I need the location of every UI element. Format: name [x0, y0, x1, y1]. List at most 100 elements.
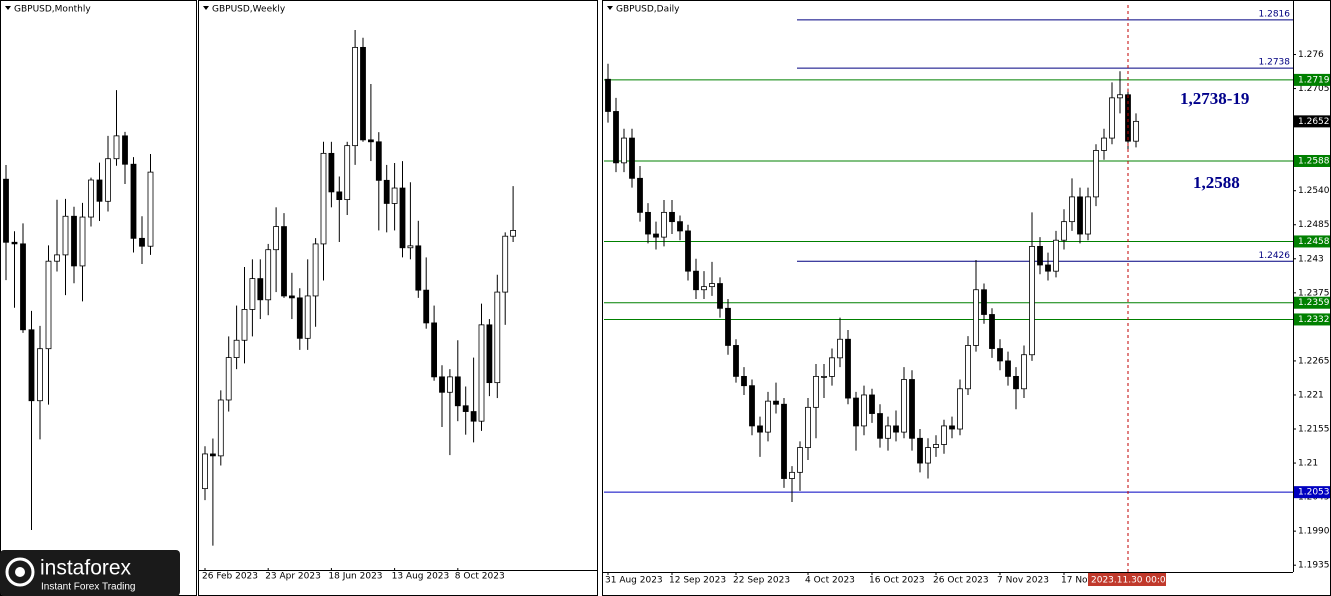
candle-body — [130, 163, 137, 239]
y-tick-label: 1.2485 — [1298, 220, 1330, 230]
y-tick-label: 1.2155 — [1298, 425, 1330, 435]
level-label: 1.2719 — [1298, 75, 1330, 85]
candle-body — [37, 348, 43, 402]
candle-body — [360, 46, 366, 141]
candle-body — [1077, 196, 1083, 235]
candle-body — [853, 397, 859, 427]
y-tick-label: 1.221 — [1298, 390, 1324, 400]
candle-body — [781, 403, 787, 479]
candle-body — [3, 178, 9, 243]
y-tick-label: 1.1990 — [1298, 527, 1330, 537]
candle-body — [113, 135, 120, 160]
labels: GBPUSD,Monthly 26 Feb 2023 23 Apr 2023 18 J… — [5, 5, 1330, 586]
candle-body — [462, 405, 469, 412]
title-marker — [203, 6, 209, 10]
candle-body — [209, 453, 216, 457]
candle-body — [1101, 137, 1107, 151]
candle-body — [789, 471, 795, 479]
candle-body — [989, 314, 995, 349]
candle-body — [805, 406, 811, 448]
candle-body — [105, 158, 111, 202]
candle-body — [288, 295, 295, 299]
level-label: 1.2588 — [1298, 156, 1330, 166]
logo-tagline: Instant Forex Trading — [41, 582, 136, 593]
current-price-label: 1.2652 — [1298, 117, 1330, 127]
x-tick-label: 16 Oct 2023 — [869, 576, 925, 586]
candle-body — [829, 357, 835, 377]
candle-body — [265, 249, 272, 301]
candle-body — [861, 394, 867, 427]
candle-body — [741, 375, 747, 387]
candle-body — [439, 376, 445, 393]
candle-body — [629, 137, 635, 179]
y-tick-label: 1.21 — [1298, 459, 1318, 469]
annotation: 1,2738-19 — [1180, 89, 1249, 108]
candle-body — [693, 270, 699, 291]
candle-body — [701, 286, 707, 291]
crosshair-label: 2023.11.30 00:00 — [1091, 576, 1172, 586]
candle-body — [328, 152, 335, 193]
candle-body — [797, 447, 803, 473]
candle-body — [139, 237, 145, 247]
chart-title: GBPUSD,Daily — [616, 5, 680, 15]
x-tick-label: 13 Aug 2023 — [392, 572, 450, 582]
candle-body — [391, 187, 398, 204]
candle-body — [28, 329, 35, 402]
candle-body — [621, 137, 627, 164]
level-label: 1.2738 — [1259, 58, 1291, 68]
candle-body — [837, 338, 843, 359]
candle-body — [645, 211, 651, 235]
candle-body — [344, 145, 351, 201]
candle-body — [225, 357, 232, 401]
candle-body — [147, 171, 154, 247]
candle-body — [1085, 196, 1091, 235]
daily-plot — [604, 5, 1293, 572]
level-label: 1.2426 — [1259, 251, 1291, 261]
daily-panel — [602, 0, 1331, 596]
candle-body — [423, 289, 430, 324]
candle-body — [613, 111, 619, 164]
candle-body — [821, 375, 827, 378]
candle-body — [79, 216, 86, 267]
candle-body — [383, 179, 390, 204]
level-label-box — [1294, 73, 1330, 86]
title-marker — [5, 6, 11, 10]
crosshair-label-box — [1088, 573, 1166, 586]
candle-body — [494, 291, 501, 384]
candle-body — [917, 437, 923, 464]
candle-body — [446, 376, 453, 393]
x-tick-label: 8 Oct 2023 — [455, 572, 505, 582]
candle-body — [96, 179, 103, 202]
y-tick-label: 1.276 — [1298, 50, 1324, 60]
candle-body — [685, 230, 691, 272]
y-tick-label: 1.1935 — [1298, 561, 1330, 571]
candle-body — [1133, 120, 1139, 142]
candle-body — [88, 179, 94, 218]
y-tick-label: 1.2265 — [1298, 356, 1330, 366]
candle-body — [877, 413, 883, 439]
candle-body — [733, 345, 739, 377]
candle-body — [925, 447, 931, 464]
x-tick-label: 23 Apr 2023 — [265, 572, 321, 582]
candle-body — [1045, 264, 1051, 272]
candle-body — [765, 400, 771, 433]
candle-body — [71, 215, 77, 267]
candle-body — [510, 230, 517, 237]
y-tick-label: 1.2375 — [1298, 288, 1330, 298]
level-label: 1.2053 — [1298, 488, 1330, 498]
candle-body — [941, 425, 947, 445]
candle-body — [1053, 239, 1059, 272]
candle-body — [885, 425, 891, 439]
candle-body — [1109, 97, 1115, 139]
candle-body — [813, 375, 819, 408]
candle-body — [62, 215, 69, 256]
logo: instaforex Instant Forex Trading — [0, 550, 180, 596]
candle-body — [661, 211, 667, 238]
candle-body — [1029, 246, 1035, 356]
logo-icon — [5, 557, 35, 587]
level-label-box — [1294, 154, 1330, 167]
candle-body — [949, 425, 955, 430]
weekly-panel — [198, 0, 598, 596]
candle-body — [281, 226, 287, 297]
